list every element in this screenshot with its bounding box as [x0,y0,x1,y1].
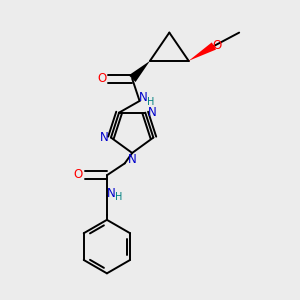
Text: H: H [115,192,122,202]
Text: O: O [213,39,222,52]
Text: O: O [74,168,83,181]
Text: N: N [128,153,136,166]
Text: N: N [147,106,156,119]
Text: N: N [100,131,109,144]
Text: N: N [106,187,115,200]
Text: N: N [139,92,148,104]
Polygon shape [129,61,150,82]
Text: H: H [147,97,155,106]
Polygon shape [189,42,216,61]
Text: O: O [97,72,106,85]
